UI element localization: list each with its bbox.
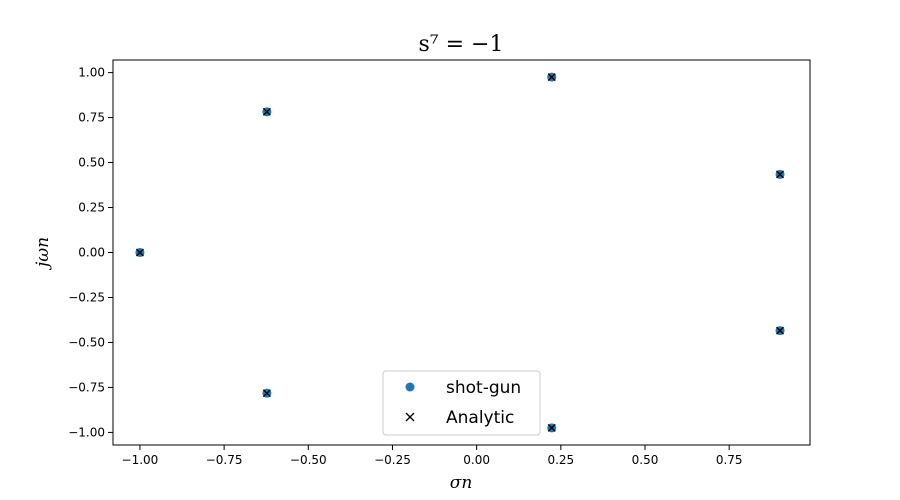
mark-layer xyxy=(135,72,785,433)
x-tick-label: 0.25 xyxy=(547,453,574,467)
y-tick-label: −0.75 xyxy=(68,380,105,394)
y-axis-label: jωn xyxy=(33,237,53,271)
y-tick-label: 0.50 xyxy=(78,156,105,170)
tick-layer: −1.00 −0.75 −0.50 −0.25 0.00 0.25 0.50 0.75 1.00… xyxy=(68,66,742,467)
legend-box xyxy=(382,370,541,436)
y-tick-label: −0.25 xyxy=(68,290,105,304)
axis-label-layer: σn jωn xyxy=(33,237,472,493)
y-tick-label: −1.00 xyxy=(68,425,105,439)
chart-title: s⁷ = −1 xyxy=(419,32,504,57)
y-tick-label: 1.00 xyxy=(78,66,105,80)
point-analytic xyxy=(262,389,271,398)
point-analytic xyxy=(776,326,785,335)
y-tick-label: 0.00 xyxy=(78,246,105,260)
y-tick-label: −0.50 xyxy=(68,335,105,349)
x-tick-label: 0.75 xyxy=(716,453,743,467)
y-tick-label: 0.75 xyxy=(78,111,105,125)
legend: shot-gun Analytic xyxy=(382,370,541,436)
legend-marker-shot-gun xyxy=(405,382,415,392)
legend-label-analytic: Analytic xyxy=(446,408,514,428)
x-tick-label: −0.50 xyxy=(290,453,327,467)
x-tick-label: 0.50 xyxy=(632,453,659,467)
title-layer: s⁷ = −1 xyxy=(419,32,504,57)
x-tick-label: 0.00 xyxy=(463,453,490,467)
point-analytic xyxy=(547,73,556,82)
x-tick-label: −1.00 xyxy=(122,453,159,467)
x-tick-label: −0.25 xyxy=(374,453,411,467)
x-axis-label: σn xyxy=(450,473,473,493)
point-analytic xyxy=(262,107,271,116)
point-analytic xyxy=(135,248,144,257)
x-tick-label: −0.75 xyxy=(206,453,243,467)
point-analytic xyxy=(547,423,556,432)
y-tick-label: 0.25 xyxy=(78,201,105,215)
point-analytic xyxy=(776,170,785,179)
legend-label-shot-gun: shot-gun xyxy=(446,378,521,398)
legend-marker-analytic xyxy=(405,412,415,422)
